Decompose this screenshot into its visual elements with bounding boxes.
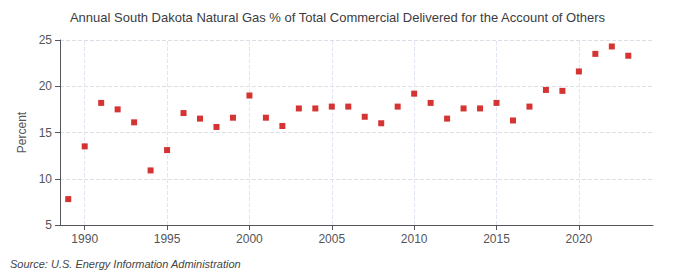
svg-text:2020: 2020 bbox=[566, 232, 593, 246]
svg-text:Annual South Dakota Natural Ga: Annual South Dakota Natural Gas % of Tot… bbox=[70, 10, 606, 25]
svg-text:25: 25 bbox=[39, 33, 53, 47]
svg-text:2005: 2005 bbox=[318, 232, 345, 246]
svg-text:20: 20 bbox=[39, 79, 53, 93]
svg-text:2010: 2010 bbox=[401, 232, 428, 246]
svg-text:5: 5 bbox=[45, 218, 52, 232]
svg-text:10: 10 bbox=[39, 172, 53, 186]
svg-text:2000: 2000 bbox=[236, 232, 263, 246]
svg-text:Percent: Percent bbox=[15, 111, 29, 153]
svg-text:15: 15 bbox=[39, 126, 53, 140]
svg-text:1995: 1995 bbox=[154, 232, 181, 246]
svg-text:Source: U.S. Energy Informatio: Source: U.S. Energy Information Administ… bbox=[10, 258, 241, 270]
svg-text:2015: 2015 bbox=[483, 232, 510, 246]
svg-text:1990: 1990 bbox=[71, 232, 98, 246]
